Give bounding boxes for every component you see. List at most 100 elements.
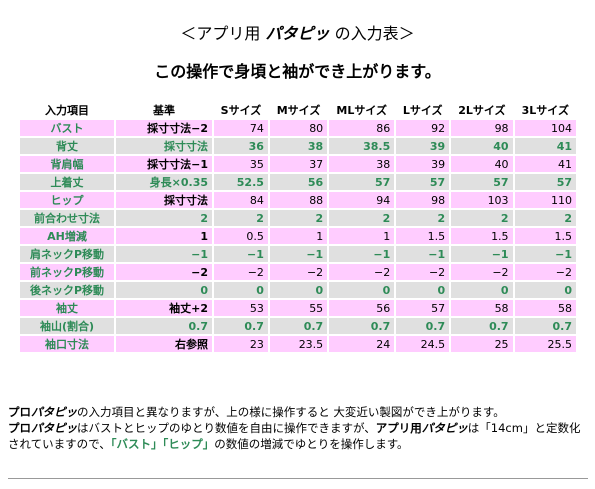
size-value: −2	[514, 264, 576, 280]
basis: 2	[116, 210, 212, 226]
size-table: 入力項目 基準 Sサイズ Mサイズ MLサイズ Lサイズ 2Lサイズ 3Lサイズ バスト 採寸寸法…	[18, 100, 578, 354]
size-value: −2	[214, 264, 268, 280]
basis: 0.7	[116, 318, 212, 334]
size-value: −2	[396, 264, 450, 280]
table-row: 袖山(割合) 0.7 0.7 0.7 0.7 0.7 0.7 0.7	[20, 318, 576, 334]
size-value: 56	[329, 300, 395, 316]
basis: 1	[116, 228, 212, 244]
basis: 採寸寸法	[116, 192, 212, 208]
size-value: 52.5	[214, 174, 268, 190]
note-text: パタピッ	[31, 421, 77, 435]
size-value: 23.5	[269, 336, 328, 352]
size-value: 2	[514, 210, 576, 226]
size-value: −1	[514, 246, 576, 262]
size-value: 0	[396, 282, 450, 298]
size-value: 57	[451, 174, 513, 190]
column-header: MLサイズ	[336, 104, 388, 117]
table-row: 上着丈 身長×0.35 52.5 56 57 57 57 57	[20, 174, 576, 190]
size-value: 57	[396, 174, 450, 190]
basis: 袖丈+2	[116, 300, 212, 316]
size-value: 104	[514, 120, 576, 136]
column-header: Lサイズ	[402, 104, 443, 117]
size-value: 24	[329, 336, 395, 352]
size-value: 40	[451, 138, 513, 154]
size-value: 58	[451, 300, 513, 316]
size-value: 57	[396, 300, 450, 316]
table-row: 背肩幅 採寸寸法−1 35 37 38 39 40 41	[20, 156, 576, 172]
size-value: 2	[214, 210, 268, 226]
note-text: の数値の増減でゆとりを操作します。	[214, 437, 409, 451]
subtitle: この操作で身頃と袖ができ上がります。	[154, 62, 441, 81]
row-label: バスト	[20, 120, 114, 136]
size-value: 98	[396, 192, 450, 208]
column-header: 2Lサイズ	[458, 104, 506, 117]
size-value: 41	[514, 156, 576, 172]
size-value: 84	[214, 192, 268, 208]
size-value: 94	[329, 192, 395, 208]
size-value: 38.5	[329, 138, 395, 154]
row-label: 上着丈	[20, 174, 114, 190]
table-row: AH増減 1 0.5 1 1 1.5 1.5 1.5	[20, 228, 576, 244]
size-value: 0.7	[214, 318, 268, 334]
size-value: −1	[396, 246, 450, 262]
basis: −2	[116, 264, 212, 280]
size-value: 0	[514, 282, 576, 298]
size-value: 36	[214, 138, 268, 154]
size-value: −2	[451, 264, 513, 280]
table-row: ヒップ 採寸寸法 84 88 94 98 103 110	[20, 192, 576, 208]
size-value: 2	[329, 210, 395, 226]
title-text: の入力表＞	[329, 24, 415, 43]
size-value: 80	[269, 120, 328, 136]
size-value: 37	[269, 156, 328, 172]
size-value: 35	[214, 156, 268, 172]
notes: プロパタピッの入力項目と異なりますが、上の様に操作すると 大変近い製図ができ上が…	[8, 404, 580, 452]
size-value: 1	[329, 228, 395, 244]
size-value: 0.7	[329, 318, 395, 334]
size-value: 40	[451, 156, 513, 172]
size-value: 58	[514, 300, 576, 316]
size-value: 0	[269, 282, 328, 298]
size-value: 23	[214, 336, 268, 352]
divider	[8, 478, 588, 479]
size-value: 0	[451, 282, 513, 298]
size-value: 2	[396, 210, 450, 226]
size-value: 1	[269, 228, 328, 244]
title-brand: パタピッ	[265, 24, 330, 43]
note-line: されていますので、「バスト」「ヒップ」の数値の増減でゆとりを操作します。	[8, 436, 580, 452]
size-value: 38	[269, 138, 328, 154]
size-value: 88	[269, 192, 328, 208]
note-text: アプリ用	[375, 421, 422, 435]
table-row: 前合わせ寸法 2 2 2 2 2 2 2	[20, 210, 576, 226]
size-value: 1.5	[396, 228, 450, 244]
note-text: パタピッ	[31, 405, 77, 419]
note-line: プロパタピッはバストとヒップのゆとり数値を自由に操作できますが、アプリ用パタピッ…	[8, 420, 580, 436]
size-value: 53	[214, 300, 268, 316]
note-line: プロパタピッの入力項目と異なりますが、上の様に操作すると 大変近い製図ができ上が…	[8, 404, 580, 420]
size-value: 0.7	[269, 318, 328, 334]
size-value: 0.7	[396, 318, 450, 334]
header-row: 入力項目 基準 Sサイズ Mサイズ MLサイズ Lサイズ 2Lサイズ 3Lサイズ	[20, 102, 576, 118]
size-value: 92	[396, 120, 450, 136]
row-label: 背肩幅	[20, 156, 114, 172]
table-row: 袖丈 袖丈+2 53 55 56 57 58 58	[20, 300, 576, 316]
size-value: 57	[329, 174, 395, 190]
size-value: 24.5	[396, 336, 450, 352]
column-header: 入力項目	[45, 104, 89, 117]
size-value: 41	[514, 138, 576, 154]
basis: 採寸寸法	[116, 138, 212, 154]
size-value: 2	[451, 210, 513, 226]
size-value: 39	[396, 156, 450, 172]
size-value: 2	[269, 210, 328, 226]
column-header: Sサイズ	[220, 104, 262, 117]
table-row: 肩ネックP移動 −1 −1 −1 −1 −1 −1 −1	[20, 246, 576, 262]
size-value: −1	[329, 246, 395, 262]
note-text: されていますので、	[8, 437, 111, 451]
size-value: 98	[451, 120, 513, 136]
size-value: 56	[269, 174, 328, 190]
title-text: ＜アプリ用	[180, 24, 266, 43]
size-value: 55	[269, 300, 328, 316]
row-label: 袖山(割合)	[20, 318, 114, 334]
basis: 身長×0.35	[116, 174, 212, 190]
table-row: 前ネックP移動 −2 −2 −2 −2 −2 −2 −2	[20, 264, 576, 280]
